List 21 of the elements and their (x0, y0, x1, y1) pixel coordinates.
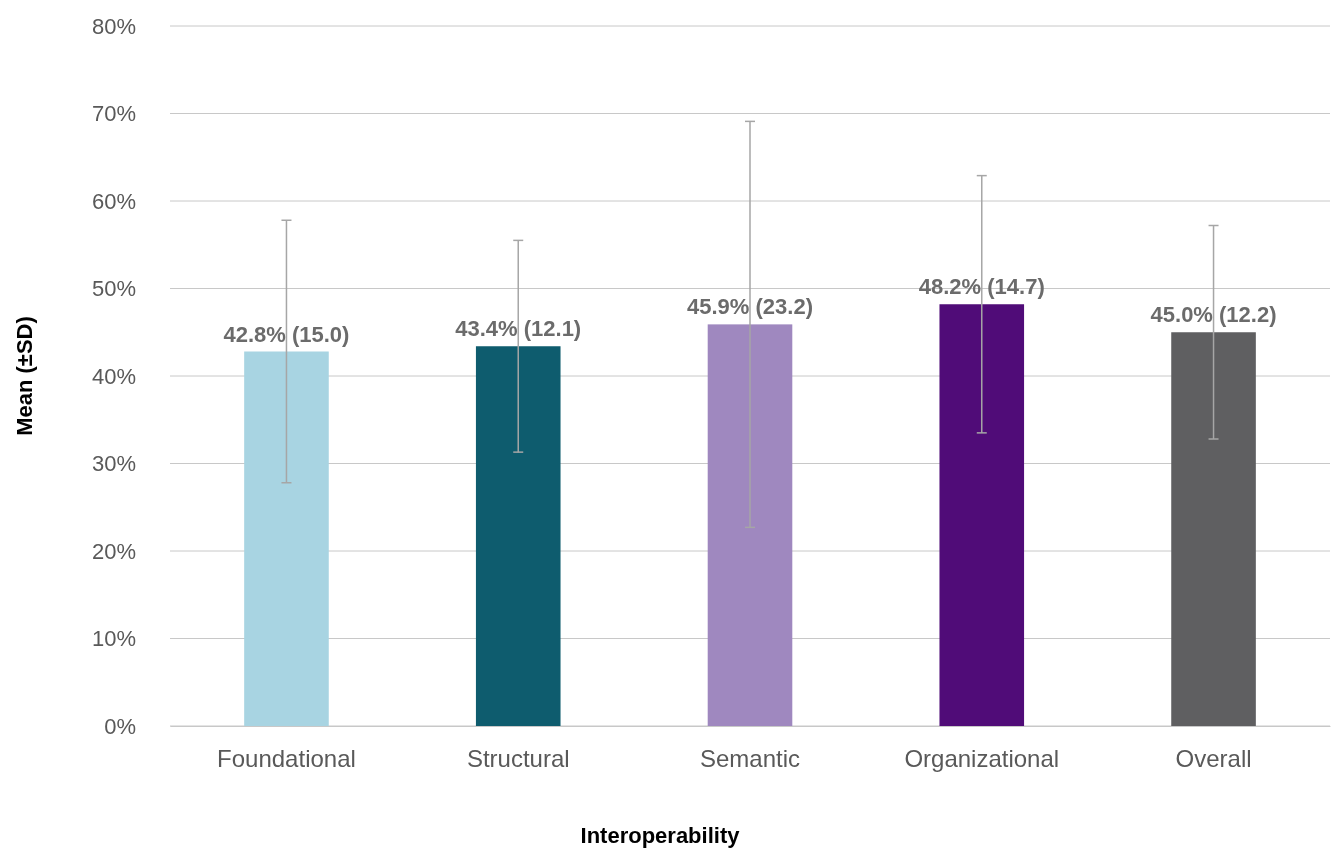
y-tick-label: 80% (91, 13, 136, 39)
data-label: 45.9% (23.2) (687, 294, 813, 320)
data-label: 42.8% (15.0) (223, 321, 350, 347)
x-tick-label: Structural (466, 745, 570, 773)
x-tick-label: Semantic (699, 745, 801, 773)
y-tick-label: 30% (91, 451, 136, 477)
data-label: 48.2% (14.7) (918, 274, 1045, 300)
x-axis-title: Interoperability (580, 823, 741, 848)
x-tick-label: Organizational (904, 745, 1060, 773)
y-tick-label: 0% (104, 713, 136, 739)
y-tick-label: 20% (91, 538, 136, 564)
y-tick-label: 10% (91, 626, 136, 652)
x-tick-label: Overall (1175, 745, 1252, 773)
x-tick-label: Foundational (217, 745, 356, 773)
data-label: 45.0% (12.2) (1150, 302, 1277, 328)
y-axis-title: Mean (±SD) (12, 316, 37, 436)
data-label: 43.4% (12.1) (455, 316, 582, 342)
y-tick-label: 40% (91, 363, 136, 389)
y-tick-label: 60% (91, 188, 136, 214)
y-tick-label: 50% (91, 276, 136, 302)
y-tick-label: 70% (91, 101, 136, 127)
